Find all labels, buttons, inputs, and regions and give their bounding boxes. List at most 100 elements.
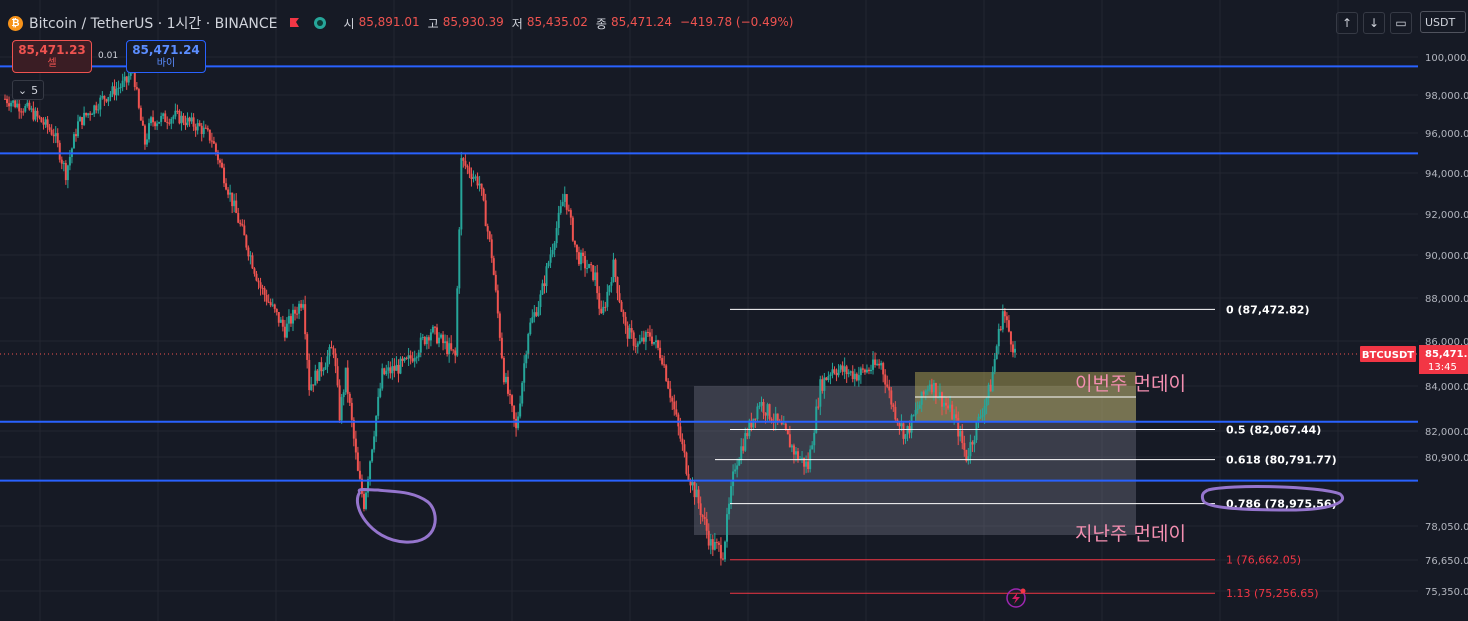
candle-body [898, 422, 901, 427]
candle-body [819, 379, 822, 407]
candle-body [480, 183, 483, 190]
candle-body [843, 366, 846, 372]
candle-body [251, 255, 254, 269]
currency-select[interactable]: USDT [1420, 11, 1466, 33]
buy-button[interactable]: 85,471.24 바이 [126, 40, 206, 73]
alert-icon[interactable] [1006, 588, 1026, 608]
candle-body [152, 117, 155, 123]
candle-body [831, 369, 834, 375]
candle-body [596, 272, 599, 294]
fullscreen-button[interactable]: ▭ [1390, 12, 1412, 34]
candle-body [141, 120, 144, 126]
candle-body [703, 516, 706, 519]
symbol-title[interactable]: Bitcoin / TetherUS · 1시간 · BINANCE [29, 16, 278, 32]
candle-body [50, 129, 53, 135]
candle-body [851, 371, 854, 380]
candle-body [957, 418, 960, 437]
candle-body [139, 107, 142, 121]
candle-body [604, 306, 607, 308]
arrow-down-button[interactable]: ↓ [1363, 12, 1385, 34]
candle-body [928, 384, 931, 390]
candle-body [180, 115, 183, 124]
candle-body [1009, 331, 1012, 345]
candle-body [233, 200, 236, 207]
candle-body [316, 370, 319, 381]
bitcoin-icon: ₿ [8, 15, 23, 31]
candle-body [496, 290, 499, 314]
candle-body [375, 415, 378, 437]
fibonacci-retracement[interactable]: 0 (87,472.82) 0.5 (82,067.44) 0.618 (80,79… [715, 303, 1337, 600]
candle-body [56, 133, 59, 143]
candle-body [947, 405, 950, 409]
candle-body [204, 127, 207, 129]
candle-body [638, 341, 641, 344]
candle-body [30, 108, 33, 110]
flag-icon[interactable] [288, 17, 300, 29]
candle-body [790, 445, 793, 448]
fib-circle-annotation[interactable] [1200, 485, 1344, 512]
candle-body [442, 334, 445, 344]
candle-body [72, 134, 75, 149]
candle-body [314, 370, 317, 386]
candle-body [953, 414, 956, 420]
candle-body [391, 366, 394, 374]
candle-body [381, 368, 384, 389]
sell-price: 85,471.23 [18, 43, 86, 57]
candle-body [969, 442, 972, 457]
indicators-toggle[interactable]: ⌄ 5 [12, 80, 44, 100]
candle-body [379, 388, 382, 397]
candle-body [588, 264, 591, 269]
candle-body [322, 369, 325, 372]
candle-body [924, 390, 927, 395]
candle-body [786, 429, 789, 435]
hand-annotations[interactable]: 이번주 먼데이 지난주 먼데이 [355, 373, 1344, 545]
candle-body [241, 224, 244, 226]
candle-body [105, 99, 108, 102]
candle-body [458, 229, 461, 289]
countdown-text: 13:45 [1428, 362, 1457, 373]
annotation-boxes [694, 372, 1136, 535]
price-axis[interactable] [1418, 40, 1468, 621]
candle-body [910, 415, 913, 433]
candle-body [719, 544, 722, 559]
candle-body [277, 312, 280, 323]
high-label: 고 [427, 16, 439, 31]
candle-body [306, 334, 309, 360]
candle-body [308, 359, 311, 391]
indicator-count: 5 [31, 83, 39, 97]
candle-body [68, 156, 71, 166]
candle-body [565, 194, 568, 210]
candle-body [320, 362, 323, 372]
market-status-icon[interactable] [313, 17, 326, 29]
candle-body [158, 121, 161, 124]
candlesticks [4, 60, 1016, 566]
candle-body [239, 222, 242, 225]
arrow-up-button[interactable]: ↑ [1336, 12, 1358, 34]
candle-body [1003, 311, 1006, 317]
candle-body [865, 369, 868, 373]
candle-body [681, 438, 684, 445]
sell-button[interactable]: 85,471.23 셀 [12, 40, 92, 73]
candle-body [675, 409, 678, 415]
candle-body [922, 391, 925, 395]
candle-body [829, 374, 832, 376]
candle-body [997, 328, 1000, 347]
open-value: 85,891.01 [358, 14, 420, 29]
low-circle-annotation[interactable] [355, 488, 437, 544]
candle-body [949, 404, 952, 409]
candle-body [482, 189, 485, 201]
candle-body [575, 244, 578, 253]
candle-body [283, 326, 286, 338]
candle-body [22, 111, 25, 113]
candle-body [817, 406, 820, 408]
candle-body [610, 282, 613, 286]
price-tick-label: 98,000.00 [1425, 91, 1468, 102]
candle-body [300, 303, 303, 308]
price-tick-label: 82,000.00 [1425, 427, 1468, 438]
candle-body [344, 367, 347, 393]
candle-body [460, 158, 463, 230]
candle-body [18, 103, 21, 112]
candle-body [715, 541, 718, 543]
candle-body [592, 265, 595, 281]
